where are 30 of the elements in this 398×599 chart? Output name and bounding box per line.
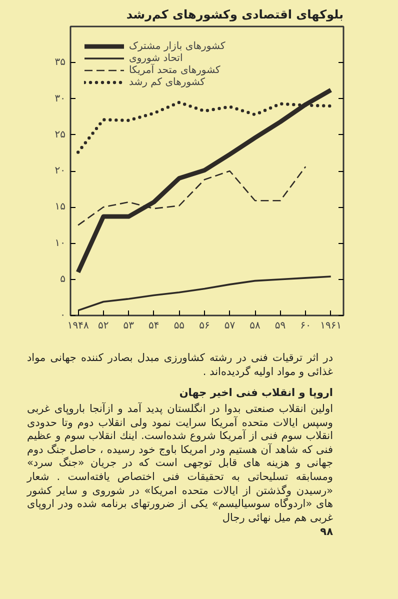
x-tick-label: ۵۵ (174, 320, 185, 332)
x-tick-label: ۶۰ (300, 320, 311, 332)
x-tick-label: ۵۹ (274, 320, 286, 332)
legend-label: اتحاد شوروی (129, 52, 183, 64)
legend-label: کشورهای کم رشد (129, 76, 206, 88)
text: در اثر ترقیات فنی در رشته کشاورزی مبدل بصادر کننده جهانی مواد غذائی و مواد اولیه گردیده‌اند . (27, 352, 333, 380)
text: ۹۸ (319, 526, 333, 540)
y-tick-label: ۱۵ (54, 202, 66, 213)
y-tick-label: ۱۰ (54, 238, 66, 249)
x-tick-label: ۵۲ (98, 320, 109, 332)
x-tick-label: ۵۸ (250, 320, 262, 332)
x-tick-label: ۵۴ (148, 320, 160, 332)
text: اروپا و انقلاب فنی اخیر جهان (178, 387, 333, 401)
x-tick-label: ۱۹۶۱ (320, 320, 342, 332)
y-tick-label: ۳۰ (54, 93, 66, 104)
chart-title: بلوکهای اقتصادی وکشورهای کم‌رشد (126, 8, 344, 22)
line-series (76, 88, 334, 274)
y-tick-label: ۲۵ (54, 129, 66, 140)
y-tick-label: ۳۵ (54, 57, 66, 68)
legend-label: کشورهای بازار مشترک (129, 40, 226, 52)
y-tick-label: ۲۰ (54, 166, 66, 176)
text: اولین انقلاب صنعتی بدوا در انگلستان پدید آمد و ازآنجا باروپای غربی وسپس ایالات متحده آمریکا سرایت نمود ولی انقلاب دوم وتا حدودی انقلاب سوم فنی از آمریکا شروع شده‌است. اینك انقلاب سوم و عظیم فنی که شاهد آن هستیم ودر امریکا باوج خود رسیده ، حاصل جنگ دوم جهانی و هزینه های قابل توجهی است که در جریان «جنگ سرد» ومسابقه تسلیحاتی به تحقیقات فنی اختصاص یافته‌است . شعار «رسیدن وگذشتن از ایالات متحده امریکا» در شوروی و سایر کشور های «اردوگاه سوسیالیسم» یکی از ضرورتهای برنامه شده ودر اروپای غربی هم میل نهائی رجال (27, 402, 333, 524)
x-tick-label: ۵۷ (224, 320, 236, 332)
legend-label: کشورهای متحد آمریکا (129, 64, 220, 76)
y-tick-label: ۰ (60, 310, 66, 321)
x-tick-label: ۱۹۴۸ (67, 320, 90, 332)
x-tick-label: ۵۶ (199, 320, 210, 332)
x-tick-label: ۵۳ (123, 320, 135, 332)
y-tick-label: ۵ (60, 274, 66, 285)
line-series (77, 276, 332, 312)
